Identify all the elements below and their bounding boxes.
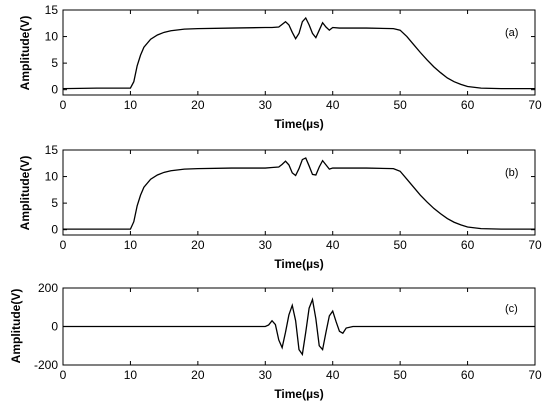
- signal-line-b: [63, 157, 535, 230]
- y-ticks-a: 0 5 10 15: [45, 3, 535, 97]
- y-tick-label: 15: [45, 143, 59, 157]
- x-tick-label: 30: [259, 368, 273, 382]
- x-tick-label: 50: [393, 98, 407, 112]
- x-tick-label: 70: [528, 238, 542, 252]
- x-tick-label: 20: [191, 368, 205, 382]
- y-tick-label: 0: [51, 320, 58, 334]
- x-tick-label: 20: [191, 98, 205, 112]
- y-tick-label: 15: [45, 3, 59, 17]
- x-ticks-a: 0 10 20 30 40 50 60 70: [60, 10, 542, 112]
- y-tick-label: 10: [45, 170, 59, 184]
- panel-label-a: (a): [505, 27, 518, 39]
- y-tick-label: -200: [34, 358, 58, 372]
- panel-label-b: (b): [505, 167, 518, 179]
- plot-frame-b: [62, 149, 536, 236]
- x-axis-label-c: Time(µs): [274, 387, 323, 401]
- x-axis-label-b: Time(µs): [274, 257, 323, 271]
- chart-panel-a: 0 5 10 15 0 10 20 30 40 50 60 70 (a) Time(µs) Ampl…: [18, 3, 542, 131]
- y-tick-label: 0: [51, 83, 58, 97]
- x-tick-label: 40: [326, 98, 340, 112]
- y-tick-label: 200: [38, 281, 58, 295]
- x-ticks-b: 0 10 20 30 40 50 60 70: [60, 150, 542, 252]
- y-tick-label: 5: [51, 56, 58, 70]
- y-ticks-b: 0 5 10 15: [45, 143, 535, 237]
- y-tick-label: 5: [51, 196, 58, 210]
- x-tick-label: 70: [528, 98, 542, 112]
- x-tick-label: 30: [259, 238, 273, 252]
- y-tick-label: 10: [45, 30, 59, 44]
- x-tick-label: 10: [124, 238, 138, 252]
- signal-line-a: [62, 16, 535, 90]
- plot-frame-a: [62, 9, 536, 96]
- y-axis-label-c: Amplitude(V): [9, 289, 23, 364]
- x-tick-label: 10: [124, 368, 138, 382]
- y-axis-label-a: Amplitude(V): [18, 16, 32, 91]
- x-tick-label: 40: [326, 238, 340, 252]
- signal-line-c: [63, 297, 535, 357]
- x-tick-label: 50: [393, 368, 407, 382]
- x-tick-label: 0: [60, 368, 67, 382]
- y-tick-label: 0: [51, 223, 58, 237]
- x-tick-label: 0: [60, 98, 67, 112]
- x-tick-label: 10: [124, 98, 138, 112]
- x-tick-label: 50: [393, 238, 407, 252]
- y-ticks-c: -200 0 200: [34, 281, 535, 372]
- x-tick-label: 60: [461, 368, 475, 382]
- panel-label-c: (c): [505, 303, 518, 315]
- x-tick-label: 20: [191, 238, 205, 252]
- x-tick-label: 60: [461, 98, 475, 112]
- chart-panel-b: 0 5 10 15 0 10 20 30 40 50 60 70 (b) Time(µs) Ampl…: [18, 143, 542, 271]
- x-tick-label: 0: [60, 238, 67, 252]
- y-axis-label-b: Amplitude(V): [18, 156, 32, 231]
- x-axis-label-a: Time(µs): [274, 117, 323, 131]
- x-tick-label: 30: [259, 98, 273, 112]
- x-tick-label: 70: [528, 368, 542, 382]
- x-ticks-c: 0 10 20 30 40 50 60 70: [60, 288, 542, 382]
- x-tick-label: 60: [461, 238, 475, 252]
- x-tick-label: 40: [326, 368, 340, 382]
